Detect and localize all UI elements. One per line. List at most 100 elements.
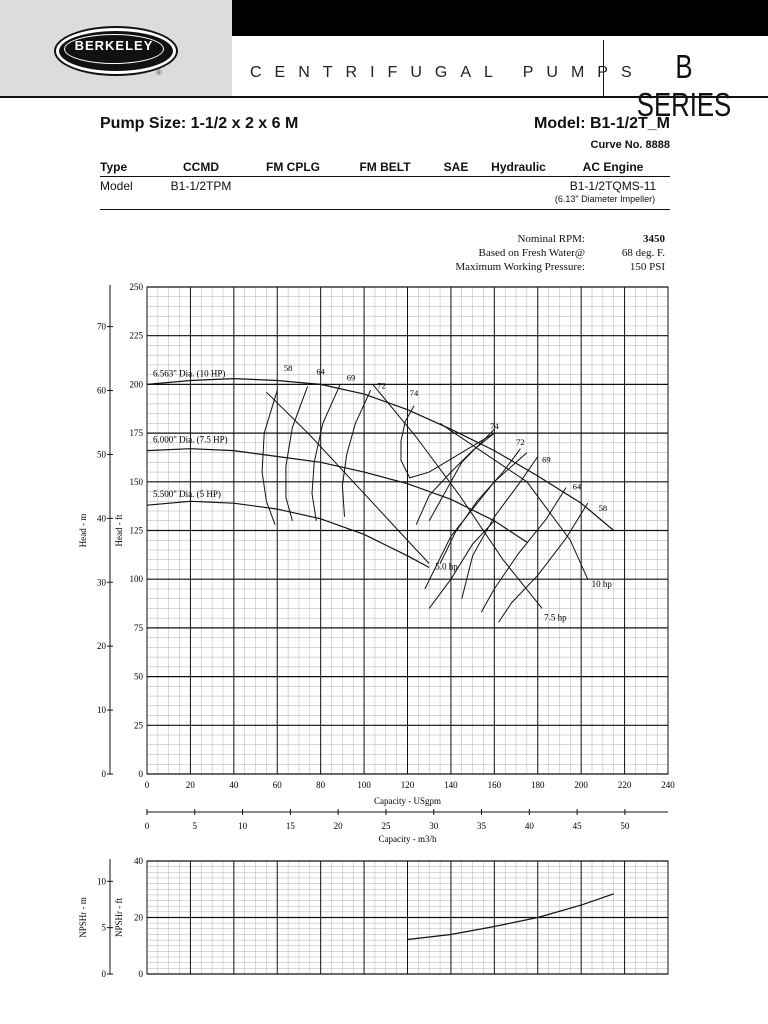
- spec-model-ac-engine: B1-1/2TQMS-11: [569, 179, 657, 193]
- y-tick-label: 75: [134, 623, 144, 633]
- x-tick-label: 140: [444, 780, 458, 790]
- y-tick-label: 125: [130, 526, 144, 536]
- condition-value: 3450: [643, 233, 665, 245]
- y-tick-label: 250: [130, 282, 144, 292]
- efficiency-contour: [439, 448, 521, 564]
- efficiency-label: 58: [284, 363, 293, 373]
- x-axis-title: Capacity - USgpm: [374, 796, 441, 806]
- brand-logo-ring: [64, 34, 164, 64]
- efficiency-contour: [498, 502, 589, 623]
- condition-label: Based on Fresh Water@: [478, 247, 586, 259]
- efficiency-label: 74: [490, 421, 499, 431]
- efficiency-label: 64: [316, 367, 325, 377]
- secondary-x-tick-label: 40: [525, 821, 535, 831]
- power-contour: [428, 428, 495, 522]
- x-tick-label: 0: [145, 780, 150, 790]
- condition-label: Maximum Working Pressure:: [455, 261, 585, 273]
- x-tick-label: 180: [531, 780, 545, 790]
- header-rule: [0, 96, 768, 98]
- y-tick-label: 25: [134, 720, 144, 730]
- secondary-y-tick-label: 30: [97, 577, 107, 587]
- spec-model-label: Model: [100, 179, 133, 193]
- y-tick-label: 150: [130, 477, 144, 487]
- secondary-x-tick-label: 50: [620, 821, 630, 831]
- efficiency-label: 72: [377, 380, 386, 390]
- x-tick-label: 200: [574, 780, 588, 790]
- hp-curve-label: 5.0 hp: [435, 562, 458, 572]
- secondary-x-tick-label: 30: [429, 821, 439, 831]
- x-tick-label: 100: [357, 780, 371, 790]
- y-tick-label: 20: [134, 913, 144, 923]
- secondary-x-tick-label: 0: [145, 821, 150, 831]
- condition-value: 68 deg. F.: [621, 247, 665, 259]
- secondary-x-tick-label: 25: [381, 821, 391, 831]
- secondary-y-axis-title: NPSHr - m: [78, 897, 88, 938]
- spec-header-hydraulic: Hydraulic: [491, 160, 546, 174]
- x-tick-label: 80: [316, 780, 326, 790]
- condition-water-temp: Based on Fresh Water@ 68 deg. F.: [400, 246, 666, 260]
- y-tick-label: 0: [139, 969, 144, 979]
- y-axis-title: Head - ft: [114, 514, 124, 546]
- series-title: B SERIES: [636, 48, 732, 123]
- x-tick-label: 240: [661, 780, 675, 790]
- secondary-y-tick-label: 10: [97, 876, 107, 886]
- plot-border: [146, 286, 669, 775]
- secondary-y-axis-title: Head - m: [78, 514, 88, 548]
- header-separator: [603, 40, 604, 97]
- spec-header-sae: SAE: [443, 160, 469, 174]
- power-contour: [428, 520, 495, 609]
- brand-name: BERKELEY: [74, 38, 154, 53]
- impeller-curve-label: 6.000" Dia. (7.5 HP): [153, 435, 228, 445]
- impeller-curve-label: 6.563" Dia. (10 HP): [153, 368, 225, 378]
- secondary-y-tick-label: 70: [97, 322, 107, 332]
- secondary-y-tick-label: 20: [97, 641, 107, 651]
- secondary-x-tick-label: 10: [238, 821, 248, 831]
- y-tick-label: 50: [134, 672, 144, 682]
- secondary-y-tick-label: 0: [102, 969, 107, 979]
- efficiency-label: 64: [573, 482, 582, 492]
- pump-size: Pump Size: 1-1/2 x 2 x 6 M: [100, 115, 299, 132]
- efficiency-contour: [461, 456, 539, 599]
- efficiency-label: 69: [347, 373, 356, 383]
- category-title: CENTRIFUGAL PUMPS: [250, 64, 645, 81]
- efficiency-contour: [341, 389, 372, 517]
- x-tick-label: 120: [401, 780, 415, 790]
- condition-pressure: Maximum Working Pressure: 150 PSI: [400, 260, 665, 274]
- curve-number: Curve No. 8888: [590, 139, 670, 151]
- npshr-curve: [407, 893, 614, 941]
- impeller-curve: [146, 377, 615, 531]
- y-tick-label: 0: [139, 769, 144, 779]
- hp-curve: [439, 422, 589, 580]
- x-tick-label: 40: [229, 780, 239, 790]
- hp-curve: [372, 384, 543, 609]
- impeller-note: (6.13" Diameter Impeller): [554, 194, 656, 204]
- efficiency-contour: [311, 384, 341, 521]
- efficiency-contour: [480, 487, 567, 613]
- spec-header-fm-belt: FM BELT: [359, 160, 411, 174]
- hp-curve-label: 10 hp: [592, 579, 613, 589]
- power-contour: [424, 452, 528, 590]
- secondary-x-tick-label: 5: [193, 821, 198, 831]
- spec-header-row: Type CCMD FM CPLG FM BELT SAE Hydraulic …: [100, 158, 670, 177]
- impeller-curve: [146, 448, 528, 543]
- spec-header-ac-engine: AC Engine: [582, 160, 644, 174]
- spec-model-ccmd: B1-1/2TPM: [170, 179, 232, 193]
- header-black-bar: [232, 0, 768, 36]
- spec-header-ccmd: CCMD: [183, 160, 219, 174]
- y-tick-label: 225: [130, 331, 144, 341]
- efficiency-label: 74: [410, 388, 419, 398]
- impeller-curve: [146, 500, 430, 569]
- secondary-y-tick-label: 60: [97, 386, 107, 396]
- secondary-y-tick-label: 50: [97, 449, 107, 459]
- x-tick-label: 20: [186, 780, 196, 790]
- spec-bottom-rule: [100, 209, 670, 210]
- condition-rpm: Nominal RPM: 3450: [400, 232, 665, 246]
- x-tick-label: 220: [618, 780, 632, 790]
- spec-header-type: Type: [100, 160, 128, 174]
- hp-curve-label: 7.5 hp: [544, 612, 567, 622]
- operating-conditions: Nominal RPM: 3450 Based on Fresh Water@ …: [400, 232, 665, 274]
- secondary-y-tick-label: 40: [97, 513, 107, 523]
- y-tick-label: 100: [130, 574, 144, 584]
- condition-value: 150 PSI: [629, 261, 665, 273]
